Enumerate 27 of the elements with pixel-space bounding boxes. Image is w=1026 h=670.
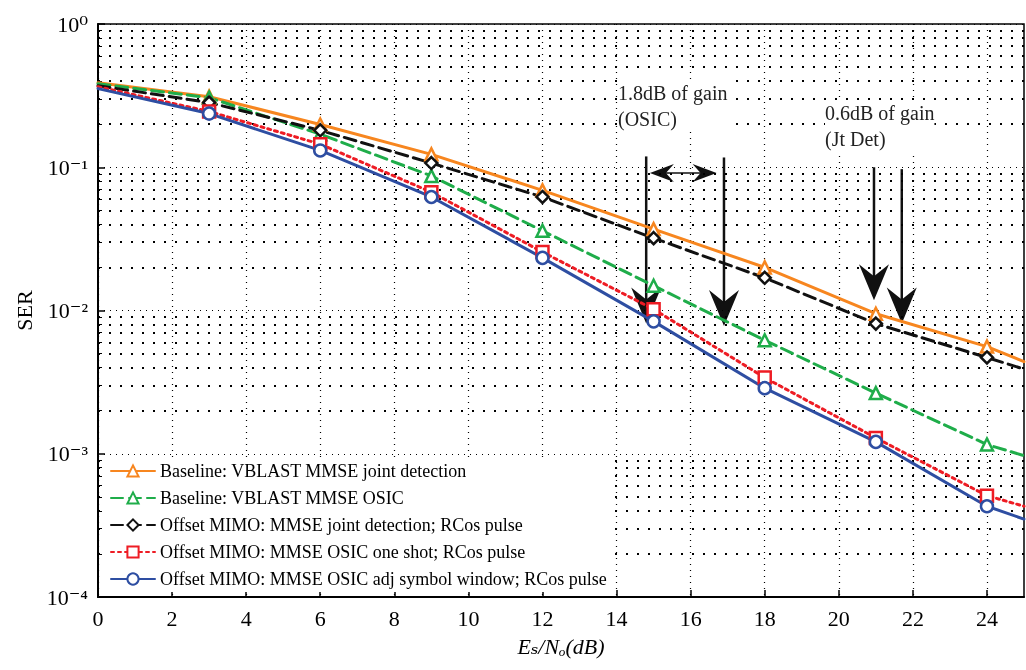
- x-tick-label: 8: [388, 605, 400, 631]
- x-tick-label: 10: [457, 605, 480, 631]
- legend-label: Baseline: VBLAST MMSE OSIC: [160, 488, 404, 508]
- y-tick-label: 10⁻²: [47, 298, 89, 323]
- legend-label: Baseline: VBLAST MMSE joint detection: [160, 461, 467, 481]
- x-tick-label: 0: [92, 605, 104, 631]
- x-tick-label: 2: [166, 605, 178, 631]
- x-tick-label: 14: [605, 605, 628, 631]
- y-tick-label: 10⁰: [57, 11, 89, 37]
- y-tick-label: 10⁻³: [47, 441, 89, 467]
- legend-label: Offset MIMO: MMSE joint detection; RCos pulse: [160, 515, 523, 535]
- y-tick-label: 10⁻⁴: [46, 584, 89, 610]
- y-axis-title: SER: [12, 290, 38, 331]
- x-axis-title: Eₛ/Nₒ(dB): [516, 633, 605, 659]
- x-tick-label: 24: [975, 605, 998, 631]
- x-tick-label: 18: [753, 605, 776, 631]
- annotation: 0.6dB of gain (Jt Det): [825, 102, 935, 151]
- x-tick-label: 20: [827, 605, 850, 631]
- legend-label: Offset MIMO: MMSE OSIC one shot; RCos pulse: [160, 542, 526, 562]
- x-tick-label: 16: [679, 605, 702, 631]
- y-tick-label: 10⁻¹: [47, 154, 88, 180]
- x-tick-label: 12: [531, 605, 554, 631]
- legend-label: Offset MIMO: MMSE OSIC adj symbol window; RCos pulse: [160, 569, 607, 589]
- x-tick-label: 6: [314, 605, 326, 631]
- x-tick-label: 4: [240, 605, 252, 631]
- annotation: 1.8dB of gain (OSIC): [618, 82, 728, 131]
- x-tick-label: 22: [901, 605, 924, 631]
